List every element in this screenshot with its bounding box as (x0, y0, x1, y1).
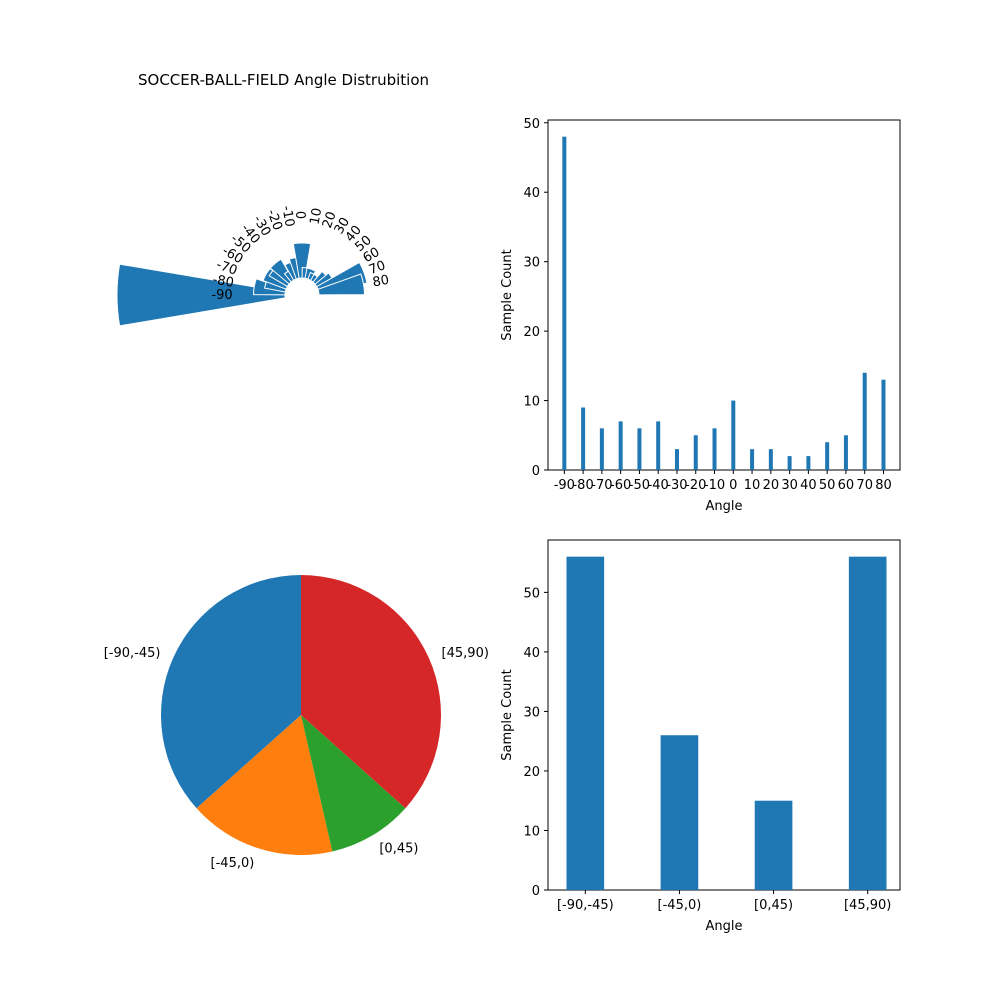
polar-tick-label: 10 (308, 207, 326, 226)
polar-tick-label: -80 (211, 272, 235, 290)
histogram-x-tick-label: -60 (610, 478, 631, 493)
histogram-y-tick-label: 30 (523, 256, 540, 271)
range-x-tick-label: [-45,0) (658, 898, 702, 913)
histogram-y-label: Sample Count (500, 249, 515, 340)
range-y-tick-label: 10 (523, 824, 540, 839)
range-x-tick-label: [-90,-45) (557, 898, 614, 913)
histogram-x-tick-label: -50 (629, 478, 650, 493)
histogram-bar (562, 136, 567, 470)
histogram-x-tick-label: 0 (729, 478, 737, 493)
range-bar-chart: [-90,-45) [-45,0) [0,45) [45,90) 0 10 20 30 40 50… (500, 539, 901, 934)
polar-tick-label: -90 (211, 288, 232, 303)
range-bar (566, 556, 605, 890)
histogram-x-label: Angle (706, 499, 743, 514)
polar-tick-label: 80 (371, 273, 390, 291)
histogram-bar (787, 456, 792, 470)
histogram-bar (843, 435, 848, 470)
histogram-x-tick-label: -10 (704, 478, 725, 493)
histogram-bar (581, 407, 586, 470)
range-x-label: Angle (706, 919, 743, 934)
histogram-frame (547, 119, 901, 471)
histogram-x-tick-label: 70 (856, 478, 873, 493)
range-y-tick-label: 30 (523, 705, 540, 720)
histogram-x-tick-label: -20 (685, 478, 706, 493)
pie-label: [0,45) (379, 842, 418, 857)
histogram-x-tick-label: 10 (744, 478, 761, 493)
histogram-x-tick-label: -90 (554, 478, 575, 493)
histogram-y-tick-label: 0 (532, 464, 540, 479)
pie-slice (196, 715, 333, 855)
polar-tick-label: -20 (263, 207, 284, 232)
histogram-bar (618, 421, 623, 470)
polar-tick-label: -10 (278, 205, 296, 229)
pie-label: [-45,0) (211, 856, 255, 871)
polar-tick-label: 20 (320, 210, 340, 231)
histogram-y-tick-label: 10 (523, 395, 540, 410)
polar-tick-label: -70 (214, 257, 239, 278)
polar-chart: -90-80-70-60-50-40-30-20-100102030405060… (116, 205, 390, 327)
histogram-bar (825, 442, 830, 470)
polar-tick-label: 60 (361, 245, 383, 266)
histogram-x-tick-label: 80 (875, 478, 892, 493)
histogram-x-tick-label: 30 (781, 478, 798, 493)
range-y-tick-label: 40 (523, 646, 540, 661)
range-bar (848, 556, 887, 890)
histogram-x-tick-label: 50 (819, 478, 836, 493)
histogram-x-tick-label: -70 (591, 478, 612, 493)
histogram-x-tick-label: -30 (666, 478, 687, 493)
histogram-bar (637, 428, 642, 470)
pie-label: [45,90) (442, 646, 489, 661)
histogram-bar (881, 379, 886, 470)
histogram-bar (768, 449, 773, 470)
histogram-bar (599, 428, 604, 470)
histogram-bar (656, 421, 661, 470)
histogram-bar (862, 372, 867, 470)
histogram-y-tick-label: 20 (523, 325, 540, 340)
range-y-label: Sample Count (500, 669, 515, 760)
figure-title: SOCCER-BALL-FIELD Angle Distrubition (138, 71, 429, 89)
histogram-x-tick-label: 60 (838, 478, 855, 493)
histogram-bar (674, 449, 679, 470)
pie-chart: [-90,-45) [-45,0) [0,45) [45,90) (104, 575, 489, 871)
histogram-bar (712, 428, 717, 470)
range-frame (547, 539, 901, 891)
range-x-tick-label: [0,45) (754, 898, 793, 913)
range-bar (660, 735, 699, 890)
polar-tick-label: 70 (367, 258, 388, 278)
histogram-x-tick-label: -40 (648, 478, 669, 493)
histogram-bar (806, 456, 811, 470)
polar-tick-label: 0 (295, 211, 310, 219)
histogram-bar (693, 435, 698, 470)
pie-label: [-90,-45) (104, 646, 161, 661)
pie-slice (301, 575, 442, 809)
histogram-bar (750, 449, 755, 470)
pie-slice (301, 715, 406, 852)
histogram-x-tick-label: 40 (800, 478, 817, 493)
histogram-y-tick-label: 50 (523, 117, 540, 132)
polar-tick-label: 30 (332, 215, 353, 237)
range-y-tick-label: 0 (532, 884, 540, 899)
histogram-x-tick-label: 20 (763, 478, 780, 493)
histogram-chart: -90-80-70-60-50-40-30-20-10 0 10 20 30 40 50 60… (500, 117, 901, 514)
polar-bar (317, 273, 366, 296)
histogram-bar (731, 400, 736, 470)
range-x-tick-label: [45,90) (844, 898, 891, 913)
range-y-tick-label: 50 (523, 586, 540, 601)
histogram-y-tick-label: 40 (523, 186, 540, 201)
range-bar (754, 800, 793, 890)
range-y-tick-label: 20 (523, 765, 540, 780)
histogram-x-tick-label: -80 (572, 478, 593, 493)
pie-slice (160, 575, 301, 809)
